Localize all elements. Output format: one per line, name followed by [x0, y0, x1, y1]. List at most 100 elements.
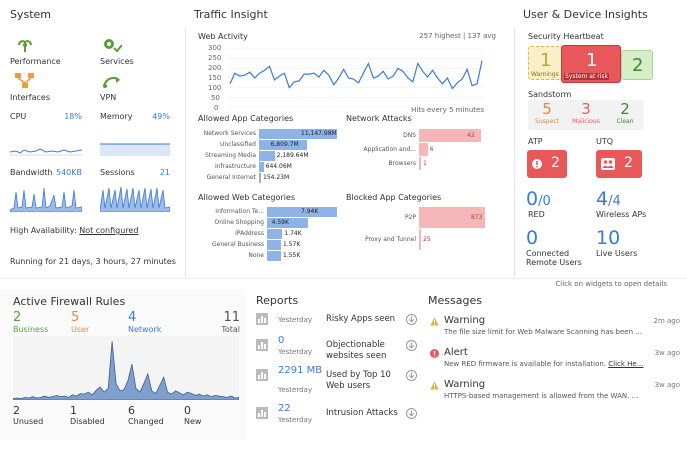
bar-row[interactable]: General Internet 154.23M	[198, 173, 338, 183]
bar-row[interactable]: IPAddress 1.74K	[198, 229, 338, 239]
bar-track: 154.23M	[259, 173, 337, 183]
performance-widget[interactable]: Performance	[10, 36, 70, 68]
bar-value: 154.23M	[263, 174, 290, 181]
bar-label: None	[248, 252, 264, 259]
download-icon[interactable]	[406, 408, 417, 419]
sandstorm-suspect[interactable]: 5 Suspect	[528, 100, 566, 130]
bar-track: 644.06M	[259, 162, 337, 172]
report-when: Yesterday	[278, 416, 312, 424]
download-icon[interactable]	[406, 314, 417, 325]
bar-track: 4.59K	[267, 218, 337, 228]
web-activity-widget[interactable]: Web Activity 257 highest | 137 avg 300 2…	[198, 30, 504, 116]
firewall-business-value: 2	[13, 310, 22, 325]
bar-row[interactable]: Streaming Media 2,189.64M	[198, 151, 338, 161]
report-text: Used by Top 10 Web users	[326, 370, 391, 391]
report-item[interactable]: Yesterday Risky Apps seen	[256, 312, 420, 342]
sessions-widget[interactable]: Sessions 21	[100, 168, 170, 214]
web-activity-line	[229, 60, 483, 90]
bar-row[interactable]: Application and... 6	[346, 143, 482, 156]
bar-row[interactable]: Online Shopping 4.59K	[198, 218, 338, 228]
firewall-changed[interactable]: 6 Changed	[128, 404, 168, 426]
network-attacks-widget[interactable]: Network Attacks DNS 42 Application and... 6…	[346, 114, 486, 184]
red-total: 0	[542, 194, 551, 209]
sandstorm-widget[interactable]: 5 Suspect 3 Malicious 2 Clean	[528, 100, 644, 130]
app-categories-widget[interactable]: Allowed App Categories Network Services 1…	[198, 114, 338, 184]
bandwidth-sparkline	[10, 187, 82, 212]
bar-fill	[267, 207, 337, 217]
memory-widget[interactable]: Memory 49%	[100, 112, 170, 158]
interfaces-icon	[15, 73, 34, 88]
report-count: 0	[278, 335, 285, 346]
message-item[interactable]: Alert 3w ago New RED firmware is available…	[428, 347, 680, 377]
connected-widget[interactable]: 0 Connected Remote Users	[526, 227, 592, 269]
bar-fill	[419, 143, 428, 156]
atp-widget[interactable]: 2	[527, 150, 567, 178]
bar-row[interactable]: General Business 1.57K	[198, 240, 338, 250]
y-tick: 300	[208, 44, 222, 52]
bar-row[interactable]: Browsers 1	[346, 157, 482, 170]
firewall-total[interactable]: 11 Total	[210, 310, 240, 334]
bar-label: Information Te...	[215, 208, 264, 215]
heartbeat-at-risk[interactable]: 1 System at risk	[561, 45, 621, 83]
bar-row[interactable]: None 1.55K	[198, 251, 338, 261]
report-item[interactable]: 2291 MB Yesterday Used by Top 10 Web users	[256, 366, 420, 398]
download-icon[interactable]	[406, 370, 417, 381]
report-icon	[256, 407, 268, 419]
bar-value: 1	[423, 160, 427, 167]
heartbeat-ok-count: 2	[632, 55, 644, 76]
heartbeat-ok[interactable]: 2	[621, 50, 653, 80]
alert-icon	[430, 349, 439, 358]
vpn-widget[interactable]: VPN	[100, 72, 160, 104]
bar-row[interactable]: Proxy and Tunnel 25	[346, 229, 486, 250]
firewall-widget[interactable]: Active Firewall Rules 2 Business 5 User …	[0, 290, 246, 440]
bar-fill	[259, 129, 337, 139]
message-link[interactable]: Click He...	[608, 360, 644, 368]
report-item[interactable]: 22 Yesterday Intrusion Attacks	[256, 404, 420, 436]
bar-fill	[267, 218, 308, 228]
message-item[interactable]: Warning 3w ago HTTPS-based management is a…	[428, 379, 680, 409]
warning-icon	[430, 317, 439, 326]
live-users-widget[interactable]: 10 Live Users	[596, 227, 662, 261]
bar-row[interactable]: Information Te... 7.94K	[198, 207, 338, 217]
report-icon	[256, 313, 268, 325]
firewall-chart	[13, 336, 239, 400]
sandstorm-malicious[interactable]: 3 Malicious	[567, 100, 605, 130]
memory-sparkline	[100, 143, 170, 156]
ha-link[interactable]: Not configured	[79, 226, 139, 235]
firewall-network-label: Network	[128, 325, 162, 334]
firewall-disabled[interactable]: 1 Disabled	[70, 404, 110, 426]
services-widget[interactable]: Services	[100, 36, 160, 68]
bar-value: 2,189.64M	[276, 152, 309, 159]
bandwidth-widget[interactable]: Bandwidth 540KB	[10, 168, 82, 214]
heartbeat-warnings[interactable]: 1 Warnings	[528, 46, 562, 80]
utq-label: UTQ	[596, 137, 614, 146]
sandstorm-label: Sandstorm	[528, 90, 572, 99]
web-categories-widget[interactable]: Allowed Web Categories Information Te...…	[198, 193, 338, 263]
download-icon[interactable]	[406, 340, 417, 351]
cpu-sparkline	[10, 148, 82, 156]
message-item[interactable]: Warning 2m ago The file size limit for Web…	[428, 315, 680, 345]
cpu-label: CPU	[10, 112, 27, 121]
cpu-widget[interactable]: CPU 18%	[10, 112, 82, 158]
live-users-label: Live Users	[596, 249, 638, 258]
bar-value: 42	[467, 132, 475, 139]
wireless-widget[interactable]: 4/4 Wireless APs	[596, 188, 666, 222]
firewall-unused[interactable]: 2 Unused	[13, 404, 53, 426]
firewall-user[interactable]: 5 User	[71, 310, 111, 334]
firewall-network[interactable]: 4 Network	[128, 310, 178, 334]
firewall-new[interactable]: 0 New	[184, 404, 224, 426]
firewall-business[interactable]: 2 Business	[13, 310, 63, 334]
interfaces-widget[interactable]: Interfaces	[10, 72, 70, 104]
bar-row[interactable]: Unclassified 6,809.7M	[198, 140, 338, 150]
sandstorm-clean[interactable]: 2 Clean	[606, 100, 644, 130]
bar-row[interactable]: Infrastructure 644.06M	[198, 162, 338, 172]
vpn-label: VPN	[100, 93, 117, 102]
report-item[interactable]: 0 Yesterday Objectionable websites seen	[256, 335, 420, 368]
utq-widget[interactable]: 2	[596, 150, 642, 178]
red-widget[interactable]: 0/0 RED	[526, 188, 586, 222]
report-icon	[256, 339, 268, 351]
bar-row[interactable]: DNS 42	[346, 129, 482, 142]
bar-row[interactable]: P2P 873	[346, 207, 486, 228]
bar-row[interactable]: Network Services 11,147.98M	[198, 129, 338, 139]
blocked-apps-widget[interactable]: Blocked App Categories P2P 873 Proxy and T…	[346, 193, 486, 263]
